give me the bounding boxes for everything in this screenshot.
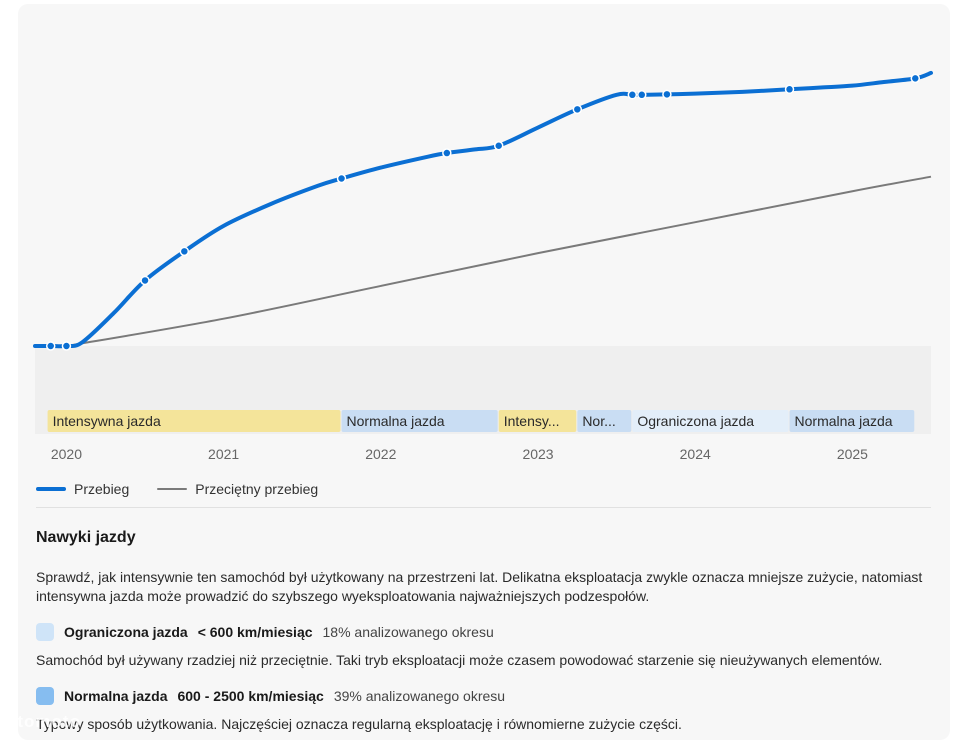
mileage-line <box>33 70 933 349</box>
mileage-point[interactable] <box>572 104 583 115</box>
category-percent: 39% analizowanego okresu <box>333 688 506 704</box>
mileage-point[interactable] <box>784 84 795 95</box>
period-band: Intensywna jazda <box>47 410 341 432</box>
period-band-fill <box>789 410 915 432</box>
x-tick-label: 2022 <box>365 446 396 462</box>
category-name: Ograniczona jazda <box>64 624 188 640</box>
period-band: Normalna jazda <box>789 410 915 432</box>
mileage-point[interactable] <box>493 140 504 151</box>
mileage-point[interactable] <box>140 275 150 286</box>
mileage-point[interactable] <box>442 148 452 158</box>
category-description-normal: Typowy sposób użytkowania. Najczęściej o… <box>36 716 682 732</box>
category-description-limited: Samochód był używany rzadziej niż przeci… <box>36 652 883 668</box>
legend-label-average: Przeciętny przebieg <box>195 481 319 497</box>
x-tick-label: 2021 <box>208 446 239 462</box>
x-tick-label: 2020 <box>51 446 82 462</box>
category-name: Normalna jazda <box>64 688 168 704</box>
mileage-point[interactable] <box>61 341 72 351</box>
period-band-label: Intensy... <box>504 413 560 429</box>
category-row-normal: Normalna jazda 600 - 2500 km/miesiąc 39%… <box>36 687 505 705</box>
mileage-series <box>33 70 933 349</box>
watermark-logo: otomoto <box>6 712 81 731</box>
mileage-point[interactable] <box>910 73 921 84</box>
section-title: Nawyki jazdy <box>36 529 136 546</box>
mileage-markers <box>45 73 921 351</box>
category-swatch-limited <box>36 623 54 641</box>
category-range: < 600 km/miesiąc <box>197 624 313 640</box>
period-band-label: Normalna jazda <box>347 413 445 429</box>
x-tick-label: 2024 <box>680 446 711 462</box>
driving-periods: Intensywna jazda Normalna jazda Intensy...… <box>47 410 915 432</box>
period-band-fill <box>632 410 789 432</box>
chart-legend: Przebieg Przeciętny przebieg <box>36 478 346 500</box>
category-row-limited: Ograniczona jazda < 600 km/miesiąc 18% a… <box>36 623 494 641</box>
period-band-label: Normalna jazda <box>795 413 893 429</box>
period-band-fill <box>47 410 341 432</box>
legend-item-mileage[interactable]: Przebieg <box>36 481 129 497</box>
divider <box>36 507 931 508</box>
category-range: 600 - 2500 km/miesiąc <box>177 688 324 704</box>
legend-swatch-average <box>157 488 188 490</box>
mileage-chart: Intensywna jazda Normalna jazda Intensy...… <box>33 70 933 462</box>
x-axis-ticks: 2020 2021 2022 2023 2024 2025 <box>51 446 868 462</box>
period-band: Nor... <box>577 410 632 432</box>
period-band-label: Intensywna jazda <box>53 413 161 429</box>
mileage-point[interactable] <box>637 90 647 100</box>
period-band-fill <box>498 410 577 432</box>
x-tick-label: 2023 <box>522 446 553 462</box>
period-band: Ograniczona jazda <box>632 410 789 432</box>
category-percent: 18% analizowanego okresu <box>322 624 494 640</box>
period-band-fill <box>341 410 498 432</box>
category-swatch-normal <box>36 687 54 705</box>
mileage-point[interactable] <box>662 89 672 100</box>
average-mileage-line <box>66 175 932 347</box>
period-band-label: Ograniczona jazda <box>637 413 754 429</box>
mileage-point[interactable] <box>45 341 56 351</box>
period-band-fill <box>577 410 632 432</box>
period-band: Normalna jazda <box>341 410 498 432</box>
legend-swatch-mileage <box>36 487 66 491</box>
period-band-label: Nor... <box>582 413 615 429</box>
section-description: Sprawdź, jak intensywnie ten samochód by… <box>36 569 923 604</box>
mileage-point[interactable] <box>627 90 638 100</box>
mileage-point[interactable] <box>179 246 190 257</box>
x-tick-label: 2025 <box>837 446 868 462</box>
legend-item-average[interactable]: Przeciętny przebieg <box>157 481 318 497</box>
period-band: Intensy... <box>498 410 577 432</box>
mileage-point[interactable] <box>336 173 347 184</box>
legend-label-mileage: Przebieg <box>74 481 130 497</box>
average-mileage-series <box>66 175 932 347</box>
